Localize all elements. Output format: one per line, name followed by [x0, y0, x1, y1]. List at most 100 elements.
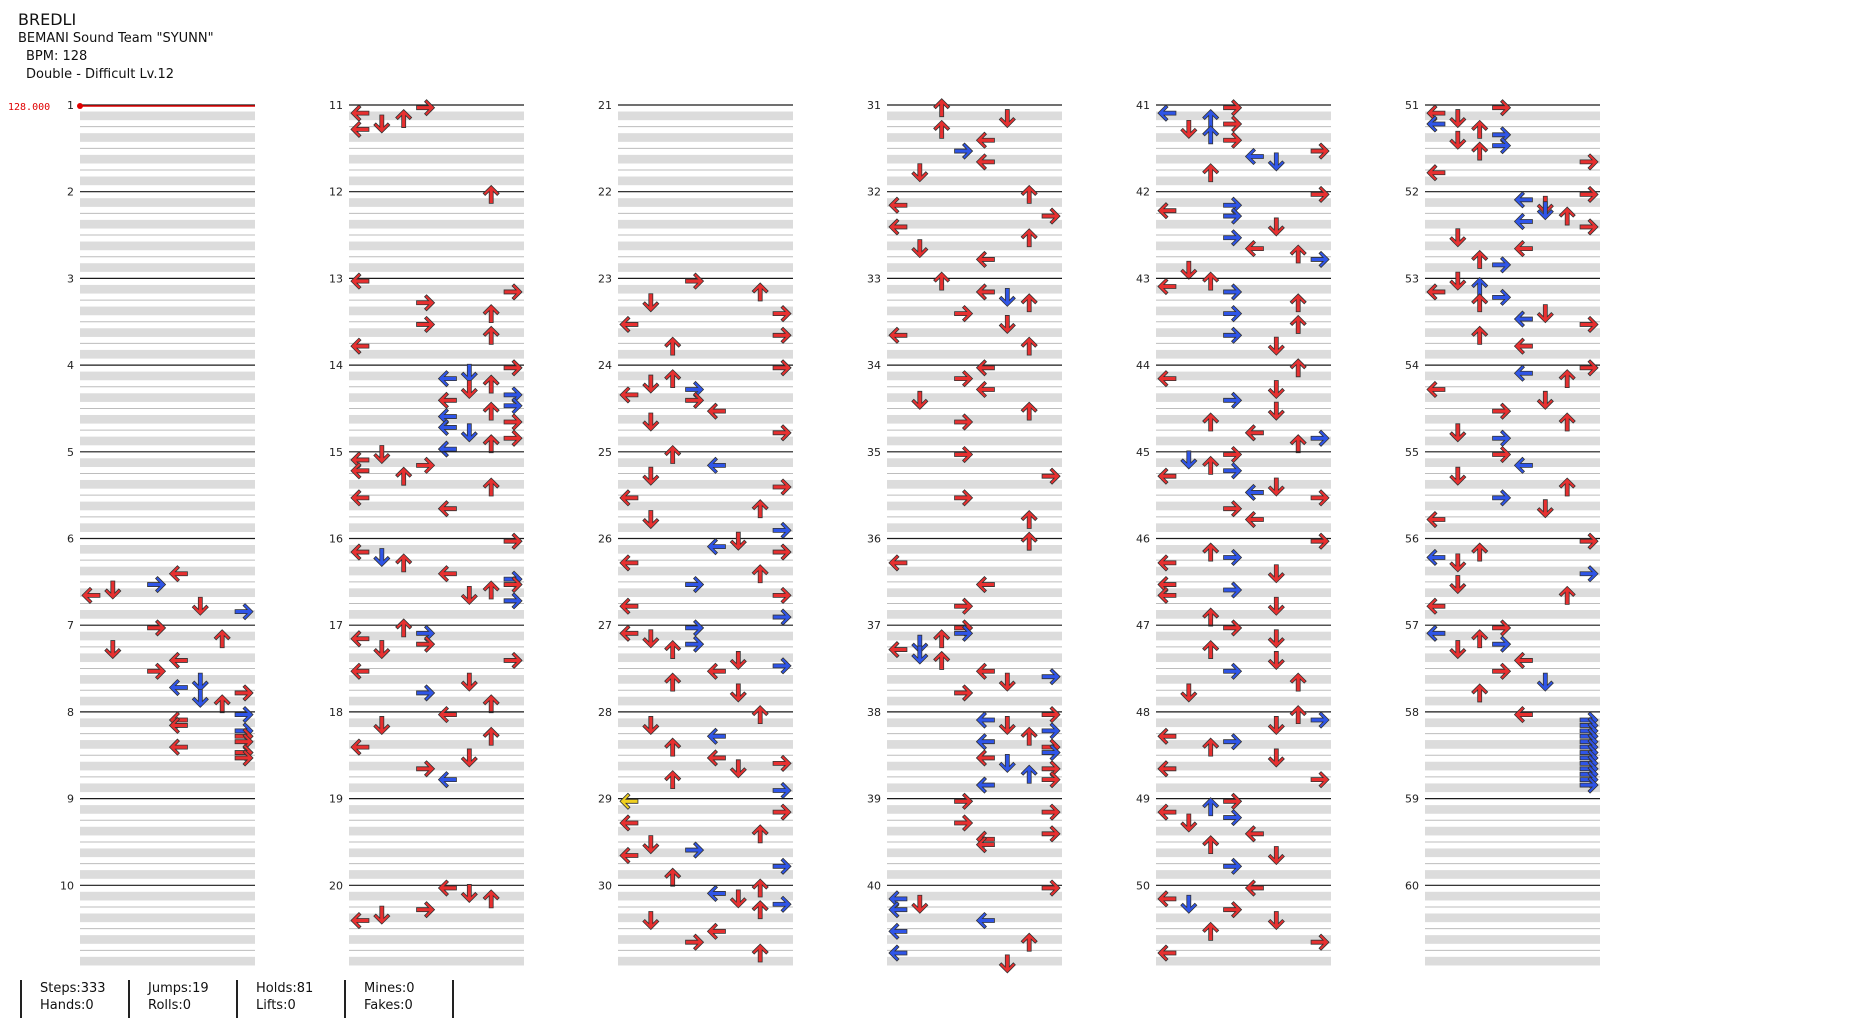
- step-arrow: [1041, 760, 1061, 778]
- beat-stripe: [618, 393, 793, 402]
- arrow-up-icon: [751, 499, 769, 519]
- step-arrow: [1202, 271, 1220, 291]
- measure-19: 19: [329, 793, 524, 879]
- step-arrow: [954, 305, 974, 323]
- arrow-up-icon: [1020, 401, 1038, 421]
- arrow-right-icon: [1579, 218, 1599, 236]
- step-arrow: [911, 645, 929, 665]
- arrow-left-icon: [1244, 510, 1264, 529]
- step-arrow: [482, 325, 500, 345]
- arrow-right-icon: [1041, 760, 1061, 778]
- arrow-up-icon: [1020, 726, 1038, 746]
- arrow-down-icon: [1180, 683, 1198, 703]
- arrow-left-icon: [437, 565, 457, 583]
- step-arrow: [1310, 532, 1330, 550]
- chart-column: 41 42 43 44 45 46 47 48 49 50: [1136, 99, 1331, 966]
- beat-stripe: [1425, 393, 1600, 402]
- step-arrow: [619, 315, 639, 334]
- beat-stripe: [1425, 848, 1600, 858]
- measure-number: 57: [1405, 619, 1419, 632]
- beat-stripe: [1156, 783, 1331, 793]
- arrow-left-icon: [350, 662, 370, 680]
- arrow-right-icon: [685, 380, 705, 399]
- step-arrow: [975, 575, 995, 594]
- arrow-right-icon: [503, 575, 523, 594]
- step-arrow: [1223, 901, 1243, 919]
- step-arrow: [1289, 244, 1307, 264]
- measure-number: 56: [1405, 533, 1419, 546]
- step-arrow: [1426, 380, 1446, 399]
- beat-stripe: [349, 545, 524, 554]
- beat-stripe: [349, 284, 524, 294]
- step-arrow: [975, 359, 995, 377]
- measure-number: 25: [598, 446, 612, 459]
- beat-stripe: [80, 349, 255, 359]
- beat-stripe: [887, 935, 1062, 944]
- beat-stripe: [1425, 111, 1600, 121]
- step-arrow: [1449, 640, 1467, 660]
- beat-stripe: [80, 523, 255, 532]
- beat-stripe: [887, 805, 1062, 814]
- arrow-up-icon: [482, 434, 500, 454]
- beat-stripe: [80, 219, 255, 229]
- beat-stripe: [618, 263, 793, 272]
- step-arrow: [664, 444, 682, 464]
- step-arrow: [1536, 304, 1554, 324]
- beat-stripe: [1156, 826, 1331, 836]
- step-arrow: [954, 413, 974, 431]
- arrow-left-icon: [81, 586, 101, 604]
- arrow-up-icon: [1202, 737, 1220, 757]
- step-arrow: [1426, 104, 1446, 122]
- measure-15: 15: [329, 445, 524, 532]
- beat-stripe: [618, 545, 793, 554]
- arrow-up-icon: [482, 477, 500, 497]
- arrow-right-icon: [1223, 283, 1243, 301]
- step-arrow: [975, 131, 995, 149]
- beat-stripe: [1156, 349, 1331, 359]
- step-arrow: [1513, 212, 1533, 231]
- step-arrow: [1020, 726, 1038, 746]
- step-arrow: [772, 608, 792, 626]
- arrow-left-icon: [437, 408, 457, 426]
- beat-stripe: [80, 696, 255, 706]
- arrow-left-icon: [1157, 277, 1177, 296]
- arrow-right-icon: [772, 478, 792, 496]
- beat-stripe: [349, 826, 524, 836]
- beat-stripe: [887, 718, 1062, 728]
- step-arrow: [772, 781, 792, 800]
- step-arrow: [1244, 510, 1264, 529]
- step-arrow: [664, 640, 682, 659]
- measure-number: 13: [329, 272, 343, 285]
- arrow-right-icon: [685, 933, 705, 951]
- arrow-right-icon: [1492, 288, 1512, 306]
- beat-stripe: [349, 479, 524, 489]
- beat-stripe: [887, 653, 1062, 663]
- step-arrow: [772, 543, 792, 561]
- measure-number: 23: [598, 272, 612, 285]
- arrow-right-icon: [1041, 879, 1061, 897]
- step-arrow: [954, 684, 974, 702]
- arrow-left-icon: [706, 456, 726, 474]
- measure-12: 12: [329, 184, 524, 272]
- step-arrow: [1536, 201, 1554, 221]
- step-arrow: [1513, 310, 1533, 328]
- beat-stripe: [618, 891, 793, 901]
- song-title: BREDLI: [18, 10, 77, 29]
- arrow-up-icon: [1020, 336, 1038, 356]
- arrow-right-icon: [1492, 99, 1512, 117]
- measure-number: 21: [598, 99, 612, 112]
- step-arrow: [685, 933, 705, 951]
- step-arrow: [1223, 808, 1243, 827]
- arrow-right-icon: [1579, 185, 1599, 203]
- measure-53: 53: [1405, 271, 1600, 359]
- arrow-right-icon: [772, 543, 792, 561]
- measure-number: 52: [1405, 186, 1419, 199]
- arrow-right-icon: [954, 597, 974, 615]
- beat-stripe: [1425, 740, 1600, 749]
- arrow-right-icon: [1041, 722, 1061, 740]
- beat-stripe: [349, 393, 524, 402]
- step-arrow: [664, 336, 682, 356]
- step-arrow: [998, 315, 1016, 335]
- measure-16: 16: [329, 533, 524, 619]
- step-arrow: [1202, 163, 1220, 183]
